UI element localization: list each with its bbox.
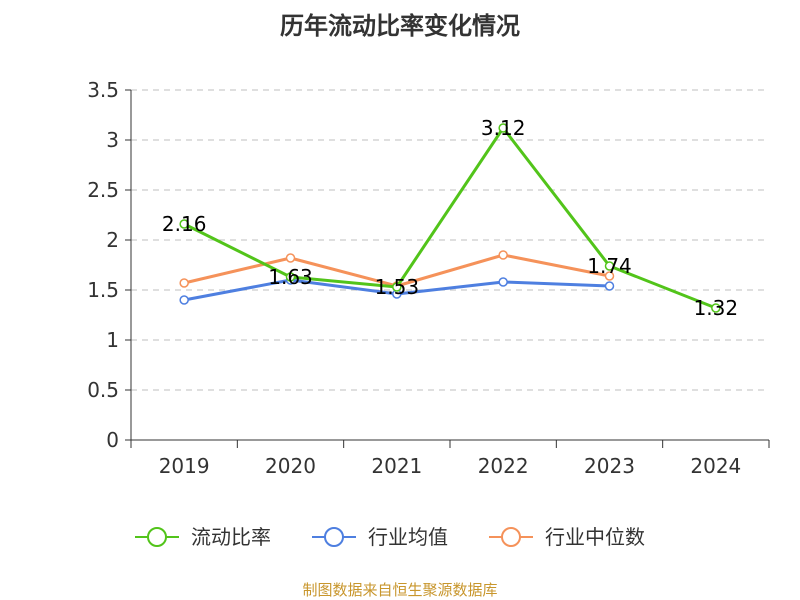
x-tick-label: 2020	[265, 454, 316, 478]
y-tick-label: 1.5	[87, 278, 119, 302]
y-tick-label: 0.5	[87, 378, 119, 402]
legend-item-0[interactable]: 流动比率	[135, 525, 271, 549]
legend-label: 流动比率	[191, 525, 271, 549]
series-lines	[179, 123, 721, 313]
x-tick-label: 2024	[690, 454, 741, 478]
data-label: 3.12	[481, 116, 526, 140]
chart-title: 历年流动比率变化情况	[280, 12, 520, 40]
y-tick-label: 3	[106, 128, 119, 152]
y-tick-label: 2.5	[87, 178, 119, 202]
axes: 0 0.5 1 1.5 2 2.5 3 3.5 2019 2020 2021 2022 2023 2024	[87, 78, 770, 478]
x-tick-label: 2022	[478, 454, 529, 478]
data-labels: 2.16 1.63 1.53 3.12 1.74 1.32	[162, 116, 738, 320]
grid-lines	[131, 89, 769, 391]
series-point-1	[498, 277, 508, 287]
data-label: 1.74	[587, 254, 632, 278]
series-line-0	[183, 126, 717, 310]
legend-label: 行业中位数	[545, 525, 645, 549]
data-label: 1.53	[375, 275, 420, 299]
series-point-0	[392, 282, 402, 292]
series-point-2	[498, 250, 508, 260]
series-point-0	[604, 261, 615, 271]
x-tick-label: 2021	[371, 454, 422, 478]
legend[interactable]: 流动比率 行业均值 行业中位数	[135, 525, 645, 549]
legend-marker	[147, 527, 167, 547]
series-point-2	[604, 271, 615, 281]
legend-marker	[324, 527, 344, 547]
y-tick-label: 2	[106, 228, 119, 252]
series-point-0	[498, 123, 508, 133]
data-label: 2.16	[162, 212, 207, 236]
series-point-2	[285, 253, 296, 263]
y-tick-label: 0	[106, 428, 119, 452]
legend-item-2[interactable]: 行业中位数	[489, 525, 645, 549]
series-point-1	[179, 295, 189, 305]
y-tick-label: 3.5	[87, 78, 119, 102]
data-label: 1.32	[694, 296, 739, 320]
series-point-0	[179, 219, 189, 229]
legend-marker	[501, 527, 521, 547]
data-label: 1.63	[268, 265, 313, 289]
source-note: 制图数据来自恒生聚源数据库	[302, 581, 498, 599]
series-point-0	[711, 303, 721, 313]
x-tick-label: 2019	[159, 454, 210, 478]
series-point-0	[285, 272, 296, 282]
y-tick-label: 1	[106, 328, 119, 352]
legend-label: 行业均值	[368, 525, 448, 549]
legend-item-1[interactable]: 行业均值	[312, 525, 448, 549]
series-point-1	[604, 281, 615, 291]
x-tick-label: 2023	[584, 454, 635, 478]
series-point-2	[179, 278, 189, 288]
